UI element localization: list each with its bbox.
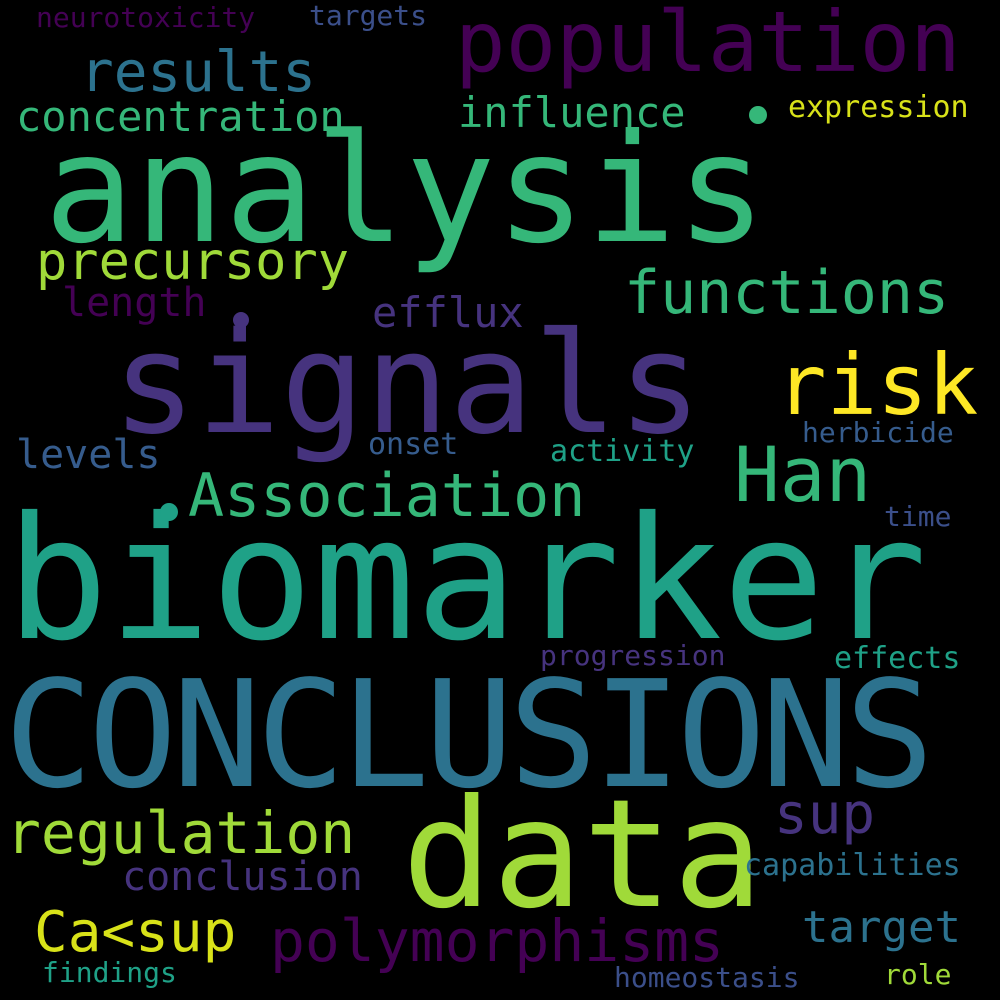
word-conclusion: conclusion: [122, 854, 363, 900]
dot-marker: [160, 503, 178, 521]
word-signals: signals: [112, 303, 703, 466]
word-sup: sup: [774, 782, 876, 847]
word-levels: levels: [16, 432, 161, 478]
word-herbicide: herbicide: [802, 416, 954, 449]
word-functions: functions: [624, 258, 950, 328]
word-findings: findings: [42, 956, 177, 989]
word-targets: targets: [309, 0, 428, 32]
word-results: results: [80, 40, 317, 105]
word-association: Association: [188, 461, 586, 531]
word-activity: activity: [550, 434, 695, 469]
word-neurotoxicity: neurotoxicity: [36, 1, 256, 34]
word-population: population: [455, 0, 961, 91]
word-progression: progression: [540, 639, 726, 672]
word-target: target: [802, 902, 961, 953]
word-precursory: precursory: [36, 232, 350, 292]
word-polymorphisms: polymorphisms: [270, 907, 724, 975]
word-time: time: [884, 500, 952, 533]
word-concentration: concentration: [16, 92, 345, 141]
word-biomarker: biomarker: [6, 481, 928, 679]
word-onset: onset: [368, 427, 459, 462]
word-analysis: analysis: [44, 103, 767, 277]
word-data: data: [402, 768, 764, 942]
word-length: length: [62, 280, 207, 326]
dot-marker: [233, 312, 249, 328]
word-conclusions: CONCLUSIONS: [4, 649, 934, 821]
word-regulation: regulation: [6, 799, 356, 867]
word-effects: effects: [834, 641, 961, 676]
word-efflux: efflux: [372, 288, 524, 337]
word-risk: risk: [776, 336, 979, 434]
word-role: role: [884, 958, 952, 991]
word-han: Han: [734, 430, 872, 519]
word-capabilities: capabilities: [744, 848, 961, 883]
word-homeostasis: homeostasis: [614, 961, 800, 994]
dot-marker: [749, 106, 767, 124]
word-ca-sup: Ca<sup: [34, 900, 237, 965]
word-expression: expression: [788, 90, 969, 125]
word-influence: influence: [458, 88, 686, 137]
